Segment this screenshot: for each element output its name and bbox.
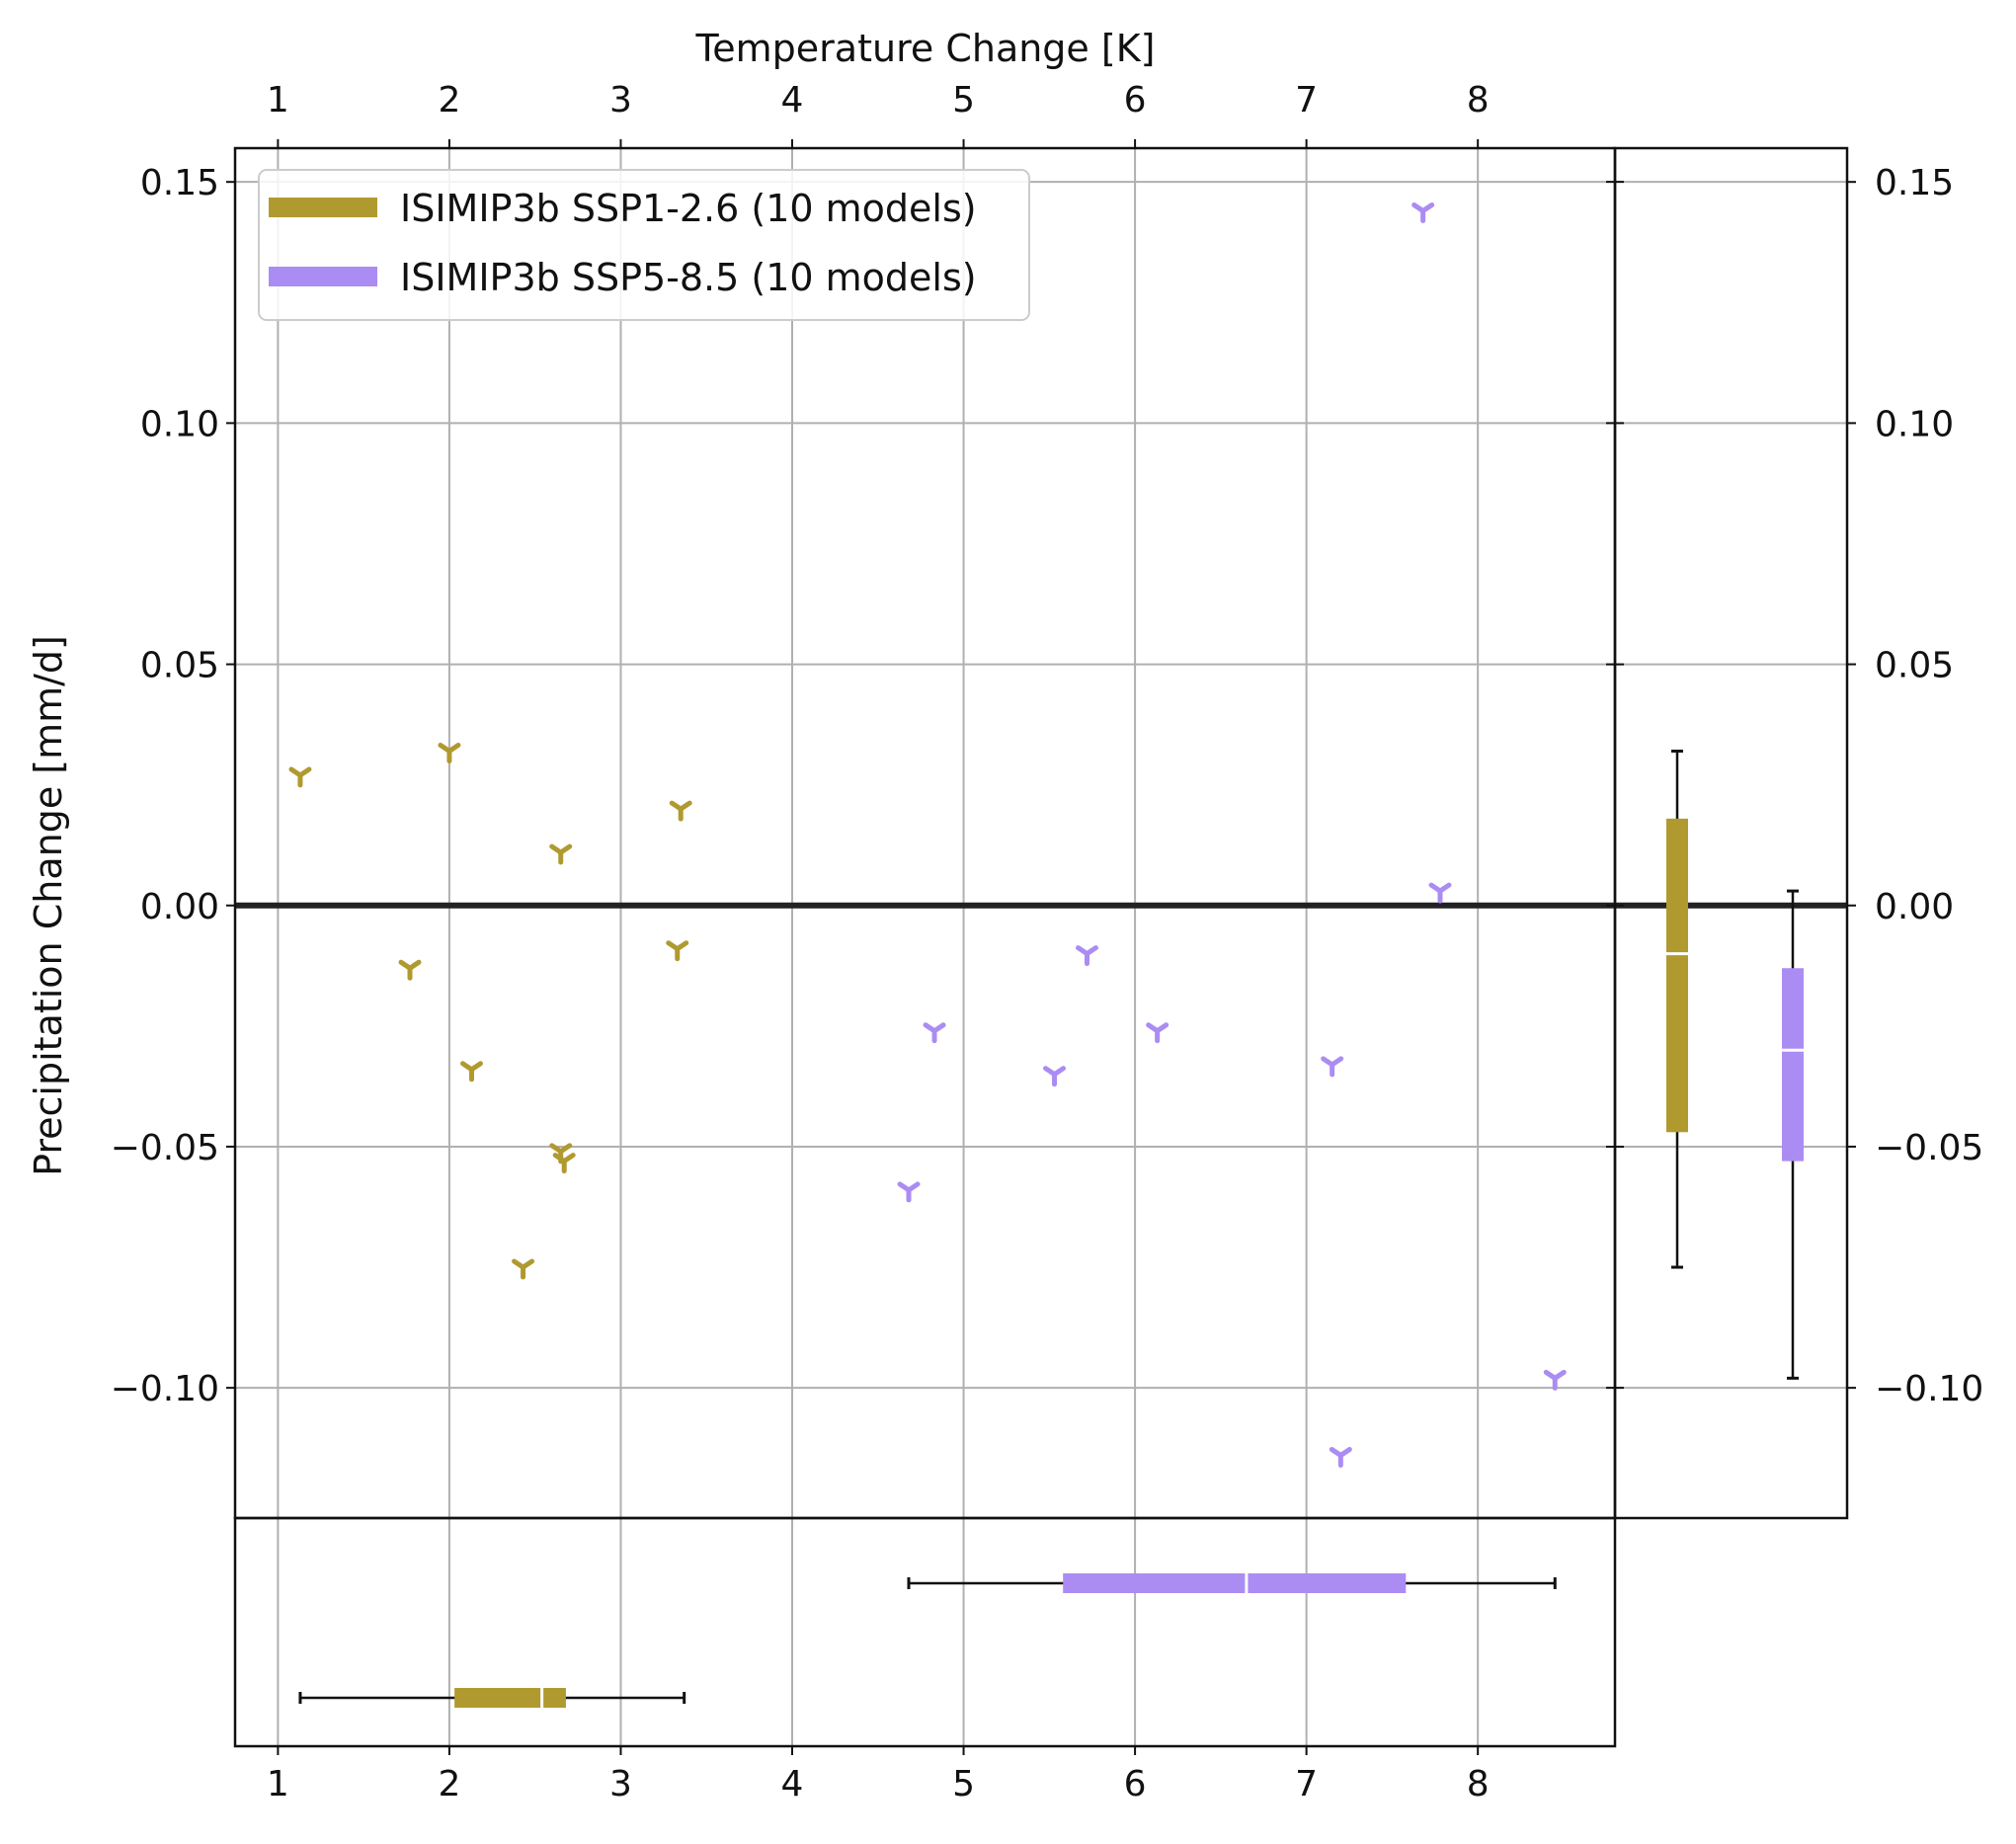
- x-tick-label-bottom: 3: [609, 1764, 632, 1804]
- y-tick-label-left: 0.15: [140, 163, 219, 203]
- x-tick-label-top: 4: [781, 80, 804, 120]
- legend-frame: [258, 169, 1030, 321]
- box-iqr-y: [1666, 818, 1688, 1133]
- scatter-point: [669, 800, 692, 822]
- x-tick-label-bottom: 7: [1295, 1764, 1318, 1804]
- x-tick-label-top: 6: [1124, 80, 1147, 120]
- y-tick-label-right: 0.00: [1875, 887, 1954, 927]
- y-tick-label-left: 0.05: [140, 646, 219, 686]
- bottom-panel-frame: [233, 1516, 1617, 1748]
- y-tick-label-right: 0.10: [1875, 404, 1954, 444]
- x-axis-title: Temperature Change [K]: [695, 27, 1156, 70]
- x-tick-label-top: 8: [1467, 80, 1490, 120]
- y-tick-label-right: 0.05: [1875, 646, 1954, 686]
- x-tick-label-bottom: 6: [1124, 1764, 1147, 1804]
- scatter-point: [1075, 945, 1098, 967]
- x-tick-label-bottom: 4: [781, 1764, 804, 1804]
- scatter-point: [549, 843, 573, 865]
- legend-swatch-ssp126: [269, 198, 377, 217]
- y-tick-label-right: −0.05: [1875, 1128, 1983, 1168]
- box-iqr-x: [454, 1688, 566, 1708]
- y-tick-label-right: −0.10: [1875, 1369, 1983, 1409]
- scatter-point: [1411, 201, 1435, 223]
- scatter-point: [552, 1153, 576, 1174]
- scatter-point: [1043, 1066, 1067, 1087]
- x-tick-label-bottom: 8: [1467, 1764, 1490, 1804]
- scatter-point: [398, 959, 422, 981]
- axes-frames: [233, 146, 1849, 1748]
- scatter-point: [1146, 1022, 1169, 1044]
- legend: ISIMIP3b SSP1-2.6 (10 models) ISIMIP3b S…: [258, 169, 1030, 321]
- x-tick-label-top: 2: [438, 80, 460, 120]
- scatter-point: [1543, 1369, 1567, 1391]
- x-tick-label-top: 7: [1295, 80, 1318, 120]
- y-tick-label-left: 0.10: [140, 404, 219, 444]
- legend-label-ssp126: ISIMIP3b SSP1-2.6 (10 models): [400, 187, 977, 230]
- tick-marks-and-labels: 1 1 2 2 3 3 4 4 5 5 6 6 7 7 8 8 0.15 0.15 0.10 0.10 0.05 0.05…: [111, 80, 1984, 1804]
- scatter-point: [512, 1258, 535, 1280]
- x-tick-label-top: 1: [267, 80, 289, 120]
- x-tick-label-top: 5: [952, 80, 975, 120]
- scatter-point: [1428, 882, 1452, 904]
- marginal-boxplots: [298, 749, 1804, 1708]
- scatter-point: [438, 742, 461, 763]
- x-tick-label-bottom: 5: [952, 1764, 975, 1804]
- legend-swatch-ssp585: [269, 267, 377, 286]
- scatter-point: [288, 766, 312, 788]
- y-axis-title: Precipitation Change [mm/d]: [27, 635, 70, 1176]
- y-tick-label-left: −0.05: [111, 1128, 219, 1168]
- y-tick-label-left: −0.10: [111, 1369, 219, 1409]
- box-iqr-y: [1782, 968, 1804, 1162]
- scatter-point: [923, 1022, 946, 1044]
- x-tick-label-bottom: 2: [438, 1764, 460, 1804]
- right-panel-frame: [1613, 146, 1849, 1520]
- scatter-point: [459, 1061, 483, 1082]
- y-tick-label-left: 0.00: [140, 887, 219, 927]
- scatter-points: [288, 201, 1567, 1469]
- scatter-point: [1321, 1056, 1344, 1078]
- scatter-point: [1329, 1447, 1352, 1469]
- grid-lines: [235, 148, 1847, 1746]
- scatter-point: [666, 940, 689, 962]
- x-tick-label-bottom: 1: [267, 1764, 289, 1804]
- legend-label-ssp585: ISIMIP3b SSP5-8.5 (10 models): [400, 256, 977, 299]
- box-iqr-x: [1063, 1573, 1407, 1593]
- x-tick-label-top: 3: [609, 80, 632, 120]
- scatter-point: [897, 1181, 921, 1203]
- y-tick-label-right: 0.15: [1875, 163, 1954, 203]
